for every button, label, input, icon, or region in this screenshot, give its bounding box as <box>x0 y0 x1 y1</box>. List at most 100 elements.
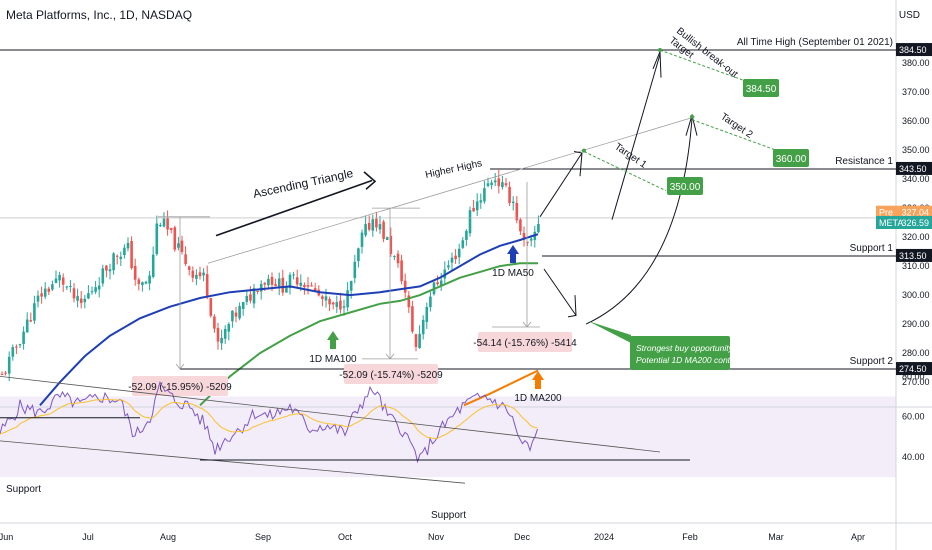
time-tick-label: Mar <box>768 532 784 542</box>
candle-body <box>36 295 40 302</box>
time-tick-label: Dec <box>514 532 531 542</box>
candle-body <box>180 240 184 252</box>
target-box <box>773 149 809 167</box>
candle-body <box>112 253 115 271</box>
time-tick-label: 2024 <box>594 532 614 542</box>
candle-body <box>195 274 198 279</box>
rsi-lower-trendline <box>0 440 466 484</box>
candle-body <box>130 240 133 269</box>
candle-body <box>389 235 393 254</box>
candle-body <box>187 266 191 270</box>
measure-arrow <box>175 363 181 370</box>
target-line <box>583 151 667 192</box>
candle-body <box>411 306 414 332</box>
candle-body <box>378 224 382 230</box>
candle-body <box>393 256 396 258</box>
candle-body <box>508 186 511 203</box>
candle-body <box>421 319 425 335</box>
measure-label: -54.14 (-15.76%) -5414 <box>473 338 577 349</box>
candle-body <box>173 227 177 250</box>
candle-body <box>295 277 299 285</box>
candle-body <box>227 323 231 332</box>
candle-body <box>223 328 227 339</box>
axis-tag <box>896 43 932 57</box>
rsi-signal-line <box>0 398 538 440</box>
candle-body <box>177 243 180 248</box>
axis-tag-name: Pre <box>879 208 893 218</box>
candle-body <box>155 223 159 255</box>
axis-tag-label: 384.50 <box>899 45 927 55</box>
candle-body <box>202 272 205 276</box>
candle-body <box>364 224 367 236</box>
projection-curve <box>585 118 693 325</box>
price-tick-label: 320.00 <box>902 232 930 242</box>
candle-body <box>429 296 432 308</box>
candle-body <box>65 286 69 288</box>
annotation-ma100: 1D MA100 <box>309 354 357 365</box>
candle-body <box>331 302 335 305</box>
candle-body <box>274 284 277 287</box>
time-tick-label: Apr <box>851 532 865 542</box>
price-tick-label: 380.00 <box>902 58 930 68</box>
measure-arrow <box>389 353 395 360</box>
candle-body <box>367 222 371 230</box>
ma200-arrow <box>532 371 544 389</box>
candle-body <box>403 280 407 293</box>
target-box <box>667 177 703 195</box>
candle-body <box>450 257 454 263</box>
candle-body <box>184 254 187 264</box>
candle-body <box>522 232 526 240</box>
candle-body <box>76 296 79 301</box>
candle-body <box>407 295 411 308</box>
candle-body <box>40 293 43 297</box>
candle-body <box>216 328 220 342</box>
ma50-arrow <box>507 245 519 263</box>
price-tick-label: 300.00 <box>902 290 930 300</box>
candle-body <box>483 188 486 202</box>
candle-body <box>191 270 195 278</box>
candle-body <box>159 224 162 227</box>
buy-note-pointer <box>588 321 631 343</box>
candle-body <box>119 256 123 260</box>
candle-body <box>7 356 11 374</box>
candle-body <box>529 238 533 241</box>
candle-body <box>447 265 450 268</box>
candle-body <box>4 372 7 374</box>
target-point <box>690 114 694 119</box>
candle-body <box>475 201 479 211</box>
axis-tag <box>896 362 932 376</box>
candle-body <box>425 306 429 323</box>
candle-body <box>133 265 137 280</box>
annotation-target-2: Target 2 <box>718 111 754 141</box>
candle-body <box>33 303 36 321</box>
projection-arrow-up <box>539 152 583 218</box>
level-label: All Time High (September 01 2021) <box>737 37 893 48</box>
candle-body <box>468 210 472 234</box>
rsi-tick-label: 40.00 <box>902 452 925 462</box>
candle-body <box>61 277 65 285</box>
candle-body <box>162 218 166 227</box>
candle-body <box>493 180 497 183</box>
candle-body <box>87 293 90 299</box>
candle-body <box>357 248 360 262</box>
currency-label: USD <box>898 10 920 21</box>
candles <box>0 169 540 381</box>
candle-body <box>69 285 72 287</box>
candle-body <box>486 183 490 186</box>
time-tick-label: Feb <box>682 532 698 542</box>
axis-tag-name: META <box>879 218 903 228</box>
candle-body <box>115 255 119 257</box>
axis-tag <box>896 248 932 262</box>
level-label: Support 1 <box>850 243 894 254</box>
rsi-tick-label: 60.00 <box>902 412 925 422</box>
candle-body <box>90 291 94 293</box>
candle-body <box>231 310 234 322</box>
candle-body <box>11 347 15 357</box>
candle-body <box>382 221 385 239</box>
candle-body <box>436 282 439 285</box>
projection-arrow-down <box>543 268 577 316</box>
axis-tag <box>876 205 932 219</box>
price-tick-label: 270.00 <box>902 377 930 387</box>
level-label: Support 2 <box>850 356 894 367</box>
